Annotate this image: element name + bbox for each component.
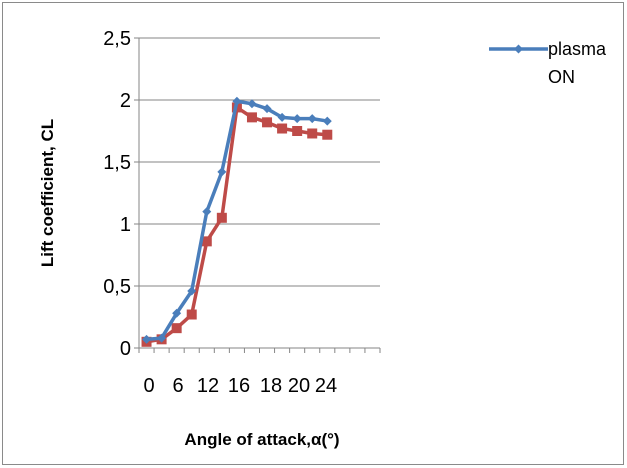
data-point — [157, 333, 167, 343]
data-point — [232, 96, 242, 106]
x-tick-label: 20 — [288, 375, 310, 397]
data-point — [262, 117, 273, 128]
y-tick-label: 0 — [120, 338, 131, 360]
x-tick-labels: 0 6 12 16 18 20 24 — [143, 375, 337, 397]
data-point — [172, 308, 182, 318]
data-point — [171, 323, 182, 334]
series-1 — [142, 96, 332, 344]
y-tick-label: 1 — [120, 214, 131, 236]
series-line — [146, 105, 328, 344]
x-tick-label: 16 — [228, 375, 250, 397]
y-tick-label: 1,5 — [103, 152, 131, 174]
lift-coefficient-chart: 00,511,522,5 0 6 12 16 18 20 24 Lift coefficie… — [38, 28, 607, 449]
x-tick-label: 6 — [172, 375, 183, 397]
data-point — [277, 123, 288, 134]
legend-label-line-2: ON — [548, 67, 575, 87]
x-axis-title: Angle of attack,α(°) — [184, 430, 339, 449]
series-2 — [141, 102, 333, 347]
legend-swatch-marker — [514, 44, 523, 54]
y-tick-label: 2 — [120, 90, 131, 112]
data-point — [216, 212, 227, 223]
series-group — [141, 96, 333, 347]
data-point — [246, 112, 257, 123]
series-line — [146, 99, 328, 342]
y-tick-labels: 0 0,5 1 1,5 2 2,5 — [103, 28, 131, 360]
data-point — [307, 114, 317, 124]
data-point — [201, 236, 212, 247]
x-tick-label: 18 — [260, 375, 282, 397]
axes — [138, 38, 381, 353]
y-tick-label: 2,5 — [103, 28, 131, 50]
y-tick-label: 0,5 — [103, 276, 131, 298]
legend-label-line-1: plasma — [548, 39, 607, 59]
data-point — [322, 116, 332, 126]
data-point — [307, 128, 318, 139]
x-tick-label: 12 — [197, 375, 219, 397]
x-tick-label: 0 — [143, 375, 154, 397]
data-point — [217, 167, 227, 177]
data-point — [322, 129, 333, 140]
data-point — [186, 309, 197, 320]
y-axis-title: Lift coefficient, CL — [38, 119, 57, 267]
data-point — [292, 126, 303, 136]
data-point — [277, 112, 287, 122]
data-point — [187, 286, 197, 296]
data-point — [142, 334, 152, 344]
data-point — [292, 114, 302, 124]
data-point — [247, 99, 257, 109]
data-point — [262, 104, 272, 114]
data-point — [202, 207, 212, 217]
x-tick-label: 24 — [315, 375, 337, 397]
gridlines — [134, 37, 380, 349]
legend: plasma ON — [489, 39, 607, 87]
